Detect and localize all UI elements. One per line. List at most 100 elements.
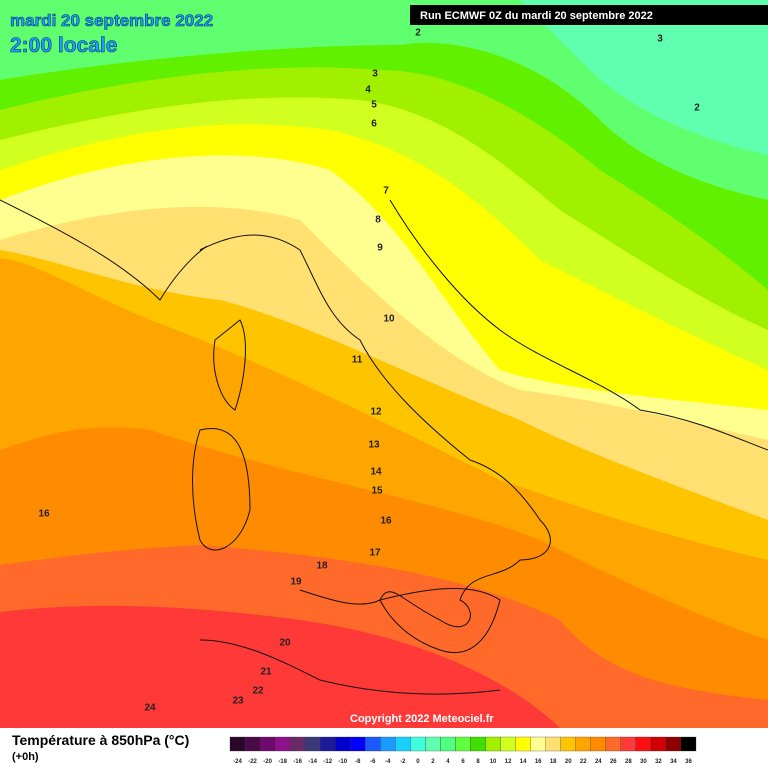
legend-tick-label: 24 [595,759,602,765]
color-swatch [395,736,411,752]
contour-label: 2 [415,28,421,39]
color-swatch [470,736,486,752]
contour-label: 8 [375,215,381,226]
legend-tick-label: 2 [431,759,435,765]
legend-tick-label: 30 [640,759,647,765]
color-swatch [635,736,652,752]
legend-tick-label: 18 [550,759,557,765]
color-swatch [335,736,351,752]
color-swatch [605,736,621,752]
color-swatch [440,736,456,752]
color-swatch [560,736,576,752]
color-swatch [410,736,426,752]
contour-label: 11 [352,355,363,366]
contour-label: 24 [144,703,156,714]
color-swatch [620,736,637,752]
contour-label: 14 [370,467,382,478]
map-time: 2:00 locale [10,34,117,57]
color-swatch [590,736,606,752]
contour-label: 3 [372,69,378,80]
legend-tick-label: 10 [490,759,497,765]
legend-tick-label: -14 [308,759,317,765]
legend-tick-label: 12 [505,759,512,765]
color-swatch [274,736,291,752]
legend-tick-label: -16 [293,759,302,765]
contour-label: 9 [377,243,383,254]
contour-label: 16 [38,509,50,520]
contour-label: 18 [316,561,328,572]
contour-label: 15 [371,486,383,497]
legend-tick-label: 16 [535,759,542,765]
legend-tick-label: -2 [400,759,406,765]
contour-label: 12 [370,407,382,418]
color-swatch [350,736,366,752]
legend-tick-label: 32 [655,759,662,765]
legend-tick-label: -8 [355,759,361,765]
contour-label: 20 [279,638,291,649]
contour-label: 7 [383,186,389,197]
legend-tick-label: -10 [338,759,347,765]
legend-tick-label: 36 [685,759,692,765]
color-swatch [515,736,531,752]
color-swatch [650,736,667,752]
contour-label: 6 [371,119,377,130]
temperature-field [0,0,768,728]
legend-title: Température à 850hPa (°C) [12,732,189,748]
contour-label: 3 [657,34,663,45]
run-box [410,5,768,25]
color-swatch [665,736,682,752]
color-swatch [485,736,501,752]
contour-label: 10 [383,314,395,325]
color-bar: -24 -22 -20 -18 -16 -14 -12 -10 -8 -6 -4 -2 0 2 4 6 8 10 1… [229,736,697,765]
run-label: Run ECMWF 0Z du mardi 20 septembre 2022 [420,10,653,22]
contour-label: 19 [290,577,302,588]
color-swatch [305,736,321,752]
legend-tick-label: 34 [670,759,677,765]
legend-tick-label: 20 [565,759,572,765]
map-title: mardi 20 septembre 2022 [10,11,213,30]
color-swatch [365,736,381,752]
color-swatch [680,736,697,752]
copyright: Copyright 2022 Meteociel.fr [350,713,494,725]
color-swatch [289,736,306,752]
legend-tick-label: 0 [416,759,420,765]
contour-label: 22 [252,686,264,697]
color-swatch [500,736,516,752]
legend-tick-label: 14 [520,759,527,765]
color-swatch [455,736,471,752]
legend-tick-label: -18 [278,759,287,765]
legend-tick-label: 4 [446,759,450,765]
contour-label: 4 [365,85,371,96]
contour-label: 5 [371,100,377,111]
legend-tick-label: 22 [580,759,587,765]
coastlines [0,199,768,695]
contour-label: 16 [380,516,392,527]
color-swatch [244,736,261,752]
contour-label: 13 [368,440,380,451]
color-swatch [425,736,441,752]
legend-tick-label: 6 [461,759,465,765]
legend-tick-label: -22 [248,759,257,765]
legend-tick-label: 26 [610,759,617,765]
color-swatch [545,736,561,752]
contour-label: 2 [694,103,700,114]
color-swatch [320,736,336,752]
legend-tick-label: 28 [625,759,632,765]
legend-tick-label: -24 [233,759,242,765]
color-swatch [229,736,246,752]
legend-tick-label: -20 [263,759,272,765]
legend-subtitle: (+0h) [12,751,39,763]
legend-tick-label: -6 [370,759,376,765]
contour-label: 17 [369,548,381,559]
legend-tick-label: -4 [385,759,391,765]
color-swatch [530,736,546,752]
color-swatch [575,736,591,752]
contour-label: 23 [232,696,244,707]
color-swatch [380,736,396,752]
legend-tick-label: 8 [476,759,480,765]
contour-labels: 2334562789101112131415161617181920212223… [38,28,700,714]
legend-tick-label: -12 [323,759,332,765]
color-swatch [259,736,276,752]
contour-label: 21 [260,667,272,678]
